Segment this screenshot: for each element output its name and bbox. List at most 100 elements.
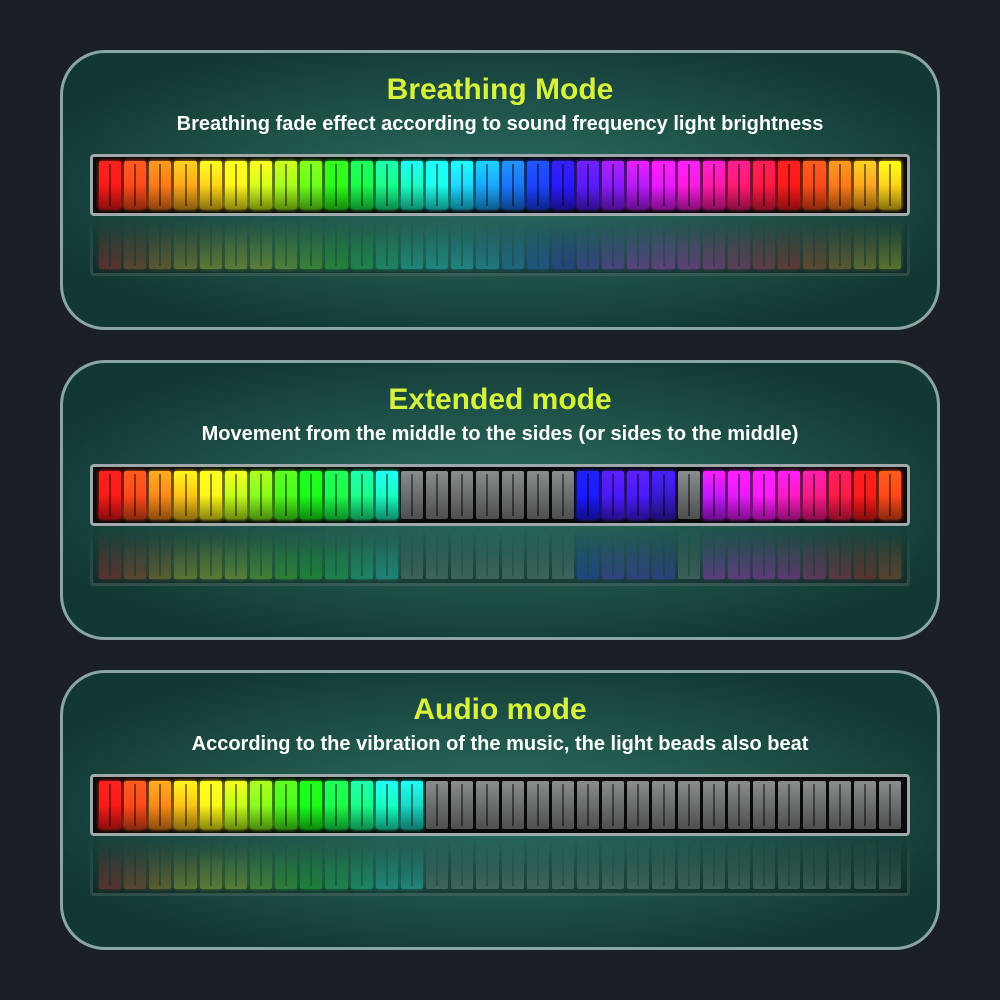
led-segment [426, 531, 448, 579]
led-segment [376, 161, 398, 209]
led-segment [627, 781, 649, 829]
led-segment [401, 781, 423, 829]
led-segment [627, 471, 649, 519]
led-bar-frame [90, 154, 910, 216]
led-segment [778, 781, 800, 829]
led-segment [325, 161, 347, 209]
led-segment [728, 841, 750, 889]
led-segment [678, 841, 700, 889]
led-segment [577, 531, 599, 579]
led-segment [476, 471, 498, 519]
led-segment [250, 841, 272, 889]
led-segment [652, 471, 674, 519]
led-segment [703, 471, 725, 519]
panel-audio: Audio mode According to the vibration of… [60, 670, 940, 950]
led-segment [502, 161, 524, 209]
led-segment [250, 471, 272, 519]
led-segment [124, 531, 146, 579]
led-segment [174, 531, 196, 579]
led-segment [552, 221, 574, 269]
led-segment [376, 221, 398, 269]
led-segment [149, 221, 171, 269]
led-segment [325, 221, 347, 269]
led-segment [174, 161, 196, 209]
led-segment [803, 161, 825, 209]
led-segment [426, 781, 448, 829]
led-segment [577, 781, 599, 829]
led-segment [778, 221, 800, 269]
led-bar-breathing [90, 154, 910, 216]
led-segment [376, 841, 398, 889]
led-segment [778, 471, 800, 519]
led-segment [451, 781, 473, 829]
led-segment [401, 161, 423, 209]
led-segment [401, 841, 423, 889]
led-segment [753, 161, 775, 209]
led-segment [728, 161, 750, 209]
led-segment [652, 531, 674, 579]
led-segment [149, 161, 171, 209]
led-segment [124, 161, 146, 209]
led-segment [451, 221, 473, 269]
led-segment [552, 841, 574, 889]
led-segment [803, 471, 825, 519]
led-segment [652, 841, 674, 889]
led-segment [728, 471, 750, 519]
led-segment [174, 781, 196, 829]
led-segment [652, 161, 674, 209]
led-segment [753, 221, 775, 269]
led-segment [275, 531, 297, 579]
led-segment [854, 161, 876, 209]
led-segment [678, 221, 700, 269]
led-segment [376, 471, 398, 519]
led-segment [879, 471, 901, 519]
led-segment [451, 531, 473, 579]
led-segment [376, 781, 398, 829]
led-bar-frame [90, 774, 910, 836]
led-segment [476, 841, 498, 889]
led-segment [250, 161, 272, 209]
led-segment [879, 161, 901, 209]
led-bar-extended [90, 464, 910, 526]
led-segment [577, 471, 599, 519]
led-segment [200, 161, 222, 209]
led-segment [502, 471, 524, 519]
led-segment [778, 531, 800, 579]
led-segment [476, 161, 498, 209]
panel-subtitle: According to the vibration of the music,… [162, 733, 839, 756]
led-segment [225, 531, 247, 579]
led-segment [602, 781, 624, 829]
led-segment [174, 841, 196, 889]
led-segment [803, 531, 825, 579]
led-segment [527, 781, 549, 829]
led-segment [753, 781, 775, 829]
led-segment [602, 841, 624, 889]
led-segment [829, 161, 851, 209]
led-segment [124, 841, 146, 889]
led-segment [376, 531, 398, 579]
led-segment [703, 781, 725, 829]
led-segment [99, 161, 121, 209]
led-segment [854, 471, 876, 519]
led-segment [275, 781, 297, 829]
led-segment [829, 531, 851, 579]
led-segment [351, 531, 373, 579]
led-segment [879, 841, 901, 889]
panel-title: Extended mode [388, 383, 611, 417]
led-segment [703, 161, 725, 209]
led-segment [527, 161, 549, 209]
led-bar-reflection [90, 836, 910, 896]
led-segment [275, 221, 297, 269]
led-segment [200, 531, 222, 579]
led-segment [502, 221, 524, 269]
led-segment [325, 471, 347, 519]
led-segment [854, 221, 876, 269]
led-segment [426, 471, 448, 519]
led-bar-audio [90, 774, 910, 836]
led-segment [476, 781, 498, 829]
led-segment [527, 221, 549, 269]
led-segment [602, 161, 624, 209]
led-segment [426, 161, 448, 209]
led-segment [325, 841, 347, 889]
panel-breathing: Breathing Mode Breathing fade effect acc… [60, 50, 940, 330]
